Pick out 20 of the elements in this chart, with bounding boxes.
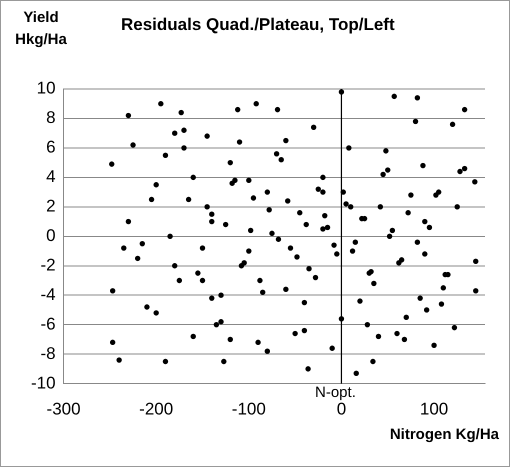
- chart-title: Residuals Quad./Plateau, Top/Left: [121, 15, 395, 35]
- y-tick-label: 8: [46, 108, 56, 128]
- x-tick-label: 100: [420, 399, 448, 418]
- y-tick-label: 2: [46, 196, 56, 216]
- y-tick-label: -2: [40, 255, 56, 274]
- y-tick-label: 4: [46, 167, 56, 186]
- x-tick-label: -100: [232, 399, 266, 418]
- y-tick-label: -4: [40, 284, 56, 304]
- y-tick-label: -10: [30, 373, 56, 392]
- ref-line-label: N-opt.: [315, 384, 356, 402]
- x-axis-title: Nitrogen Kg/Ha: [390, 426, 499, 443]
- y-tick-label: 6: [46, 138, 56, 157]
- x-tick-label: 0: [336, 399, 346, 418]
- y-tick-label: -8: [40, 344, 56, 363]
- x-tick-label: -200: [139, 399, 174, 418]
- y-axis-title: Yield Hkg/Ha: [14, 8, 68, 50]
- y-tick-label: 10: [36, 78, 56, 98]
- y-tick-label: 0: [46, 226, 56, 245]
- y-tick-label: -6: [40, 314, 56, 334]
- x-tick-label: -300: [46, 399, 81, 418]
